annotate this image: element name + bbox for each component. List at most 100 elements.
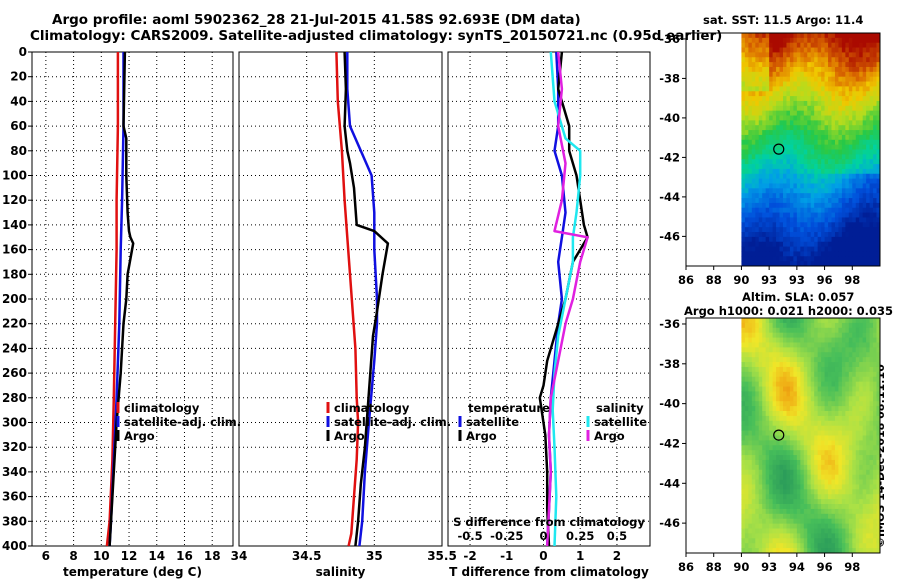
map-cell [769, 366, 773, 373]
map-cell [838, 37, 843, 44]
map-cell [793, 425, 798, 432]
map-cell [810, 159, 815, 165]
map-cell [779, 543, 784, 549]
map-cell [779, 342, 784, 348]
map-cell [800, 406, 805, 412]
map-cell [758, 164, 763, 170]
map-cell [838, 352, 843, 358]
map-cell [807, 212, 812, 218]
map-cell [800, 217, 805, 223]
map-cell [755, 173, 760, 180]
map-cell [848, 415, 853, 422]
map-cell [873, 149, 877, 155]
map-cell [803, 115, 808, 121]
map-cell [828, 518, 832, 525]
map-cell [817, 91, 822, 97]
map-cell [789, 508, 794, 515]
map-cell [741, 411, 746, 417]
map-cell [807, 396, 812, 402]
map-cell [803, 193, 808, 199]
map-y-tick-label: -36 [659, 317, 680, 331]
map-cell [855, 52, 860, 58]
x-tick-label: 8 [69, 549, 77, 563]
map-cell [869, 337, 874, 343]
map-cell [751, 47, 756, 53]
map-cell [741, 66, 746, 73]
map-cell [765, 391, 770, 397]
map-cell [741, 504, 746, 510]
map-cell [793, 188, 798, 194]
map-cell [758, 450, 763, 456]
map-cell [796, 381, 801, 387]
map-cell [821, 130, 825, 136]
map-cell [800, 435, 805, 441]
map-cell [793, 193, 798, 199]
map-cell [855, 188, 860, 194]
map-cell [831, 381, 836, 387]
map-cell [834, 52, 839, 58]
map-cell [821, 207, 825, 213]
map-cell [876, 391, 881, 397]
map-cell [845, 538, 850, 544]
map-cell [869, 371, 874, 378]
map-cell [817, 459, 822, 466]
map-cell [800, 193, 805, 199]
map-cell [800, 261, 805, 267]
map-cell [769, 37, 773, 44]
map-cell [838, 474, 843, 480]
map-cell [772, 381, 777, 387]
map-cell [758, 440, 763, 446]
map-cell [762, 86, 767, 92]
map-cell [821, 401, 825, 407]
map-cell [786, 508, 791, 515]
map-cell [866, 159, 870, 165]
map-cell [869, 193, 874, 199]
map-cell [765, 47, 770, 53]
map-cell [786, 261, 791, 267]
map-cell [776, 533, 780, 539]
map-cell [758, 469, 763, 476]
map-cell [848, 159, 853, 165]
map-cell [776, 96, 780, 102]
map-cell [831, 322, 836, 329]
map-cell [828, 420, 832, 427]
map-cell [748, 386, 753, 392]
map-cell [821, 66, 825, 73]
map-cell [772, 357, 777, 363]
map-cell [834, 188, 839, 194]
map-cell [803, 357, 808, 363]
map-cell [862, 528, 867, 534]
map-cell [807, 440, 812, 446]
map-cell [828, 47, 832, 53]
map-cell [848, 332, 853, 338]
map-cell [821, 246, 825, 252]
map-cell [758, 464, 763, 471]
map-cell [814, 533, 819, 539]
map-cell [824, 42, 829, 48]
map-cell [859, 499, 864, 505]
map-cell [786, 401, 791, 407]
map-cell [824, 33, 829, 39]
map-cell [755, 352, 760, 358]
map-cell [783, 37, 787, 44]
map-cell [845, 499, 850, 505]
map-cell [779, 362, 784, 368]
map-cell [862, 376, 867, 383]
map-cell [866, 130, 870, 136]
map-cell [828, 42, 832, 48]
map-cell [758, 391, 763, 397]
map-cell [779, 81, 784, 87]
map-cell [848, 464, 853, 471]
map-cell [866, 57, 870, 63]
map-cell [758, 489, 763, 495]
map-cell [762, 115, 767, 121]
map-cell [841, 125, 846, 131]
map-cell [821, 139, 825, 146]
map-cell [817, 159, 822, 165]
map-cell [800, 207, 805, 213]
map-cell [866, 445, 870, 451]
map-cell [744, 202, 749, 209]
map-cell [848, 543, 853, 549]
map-cell [869, 538, 874, 544]
map-cell [758, 86, 763, 92]
